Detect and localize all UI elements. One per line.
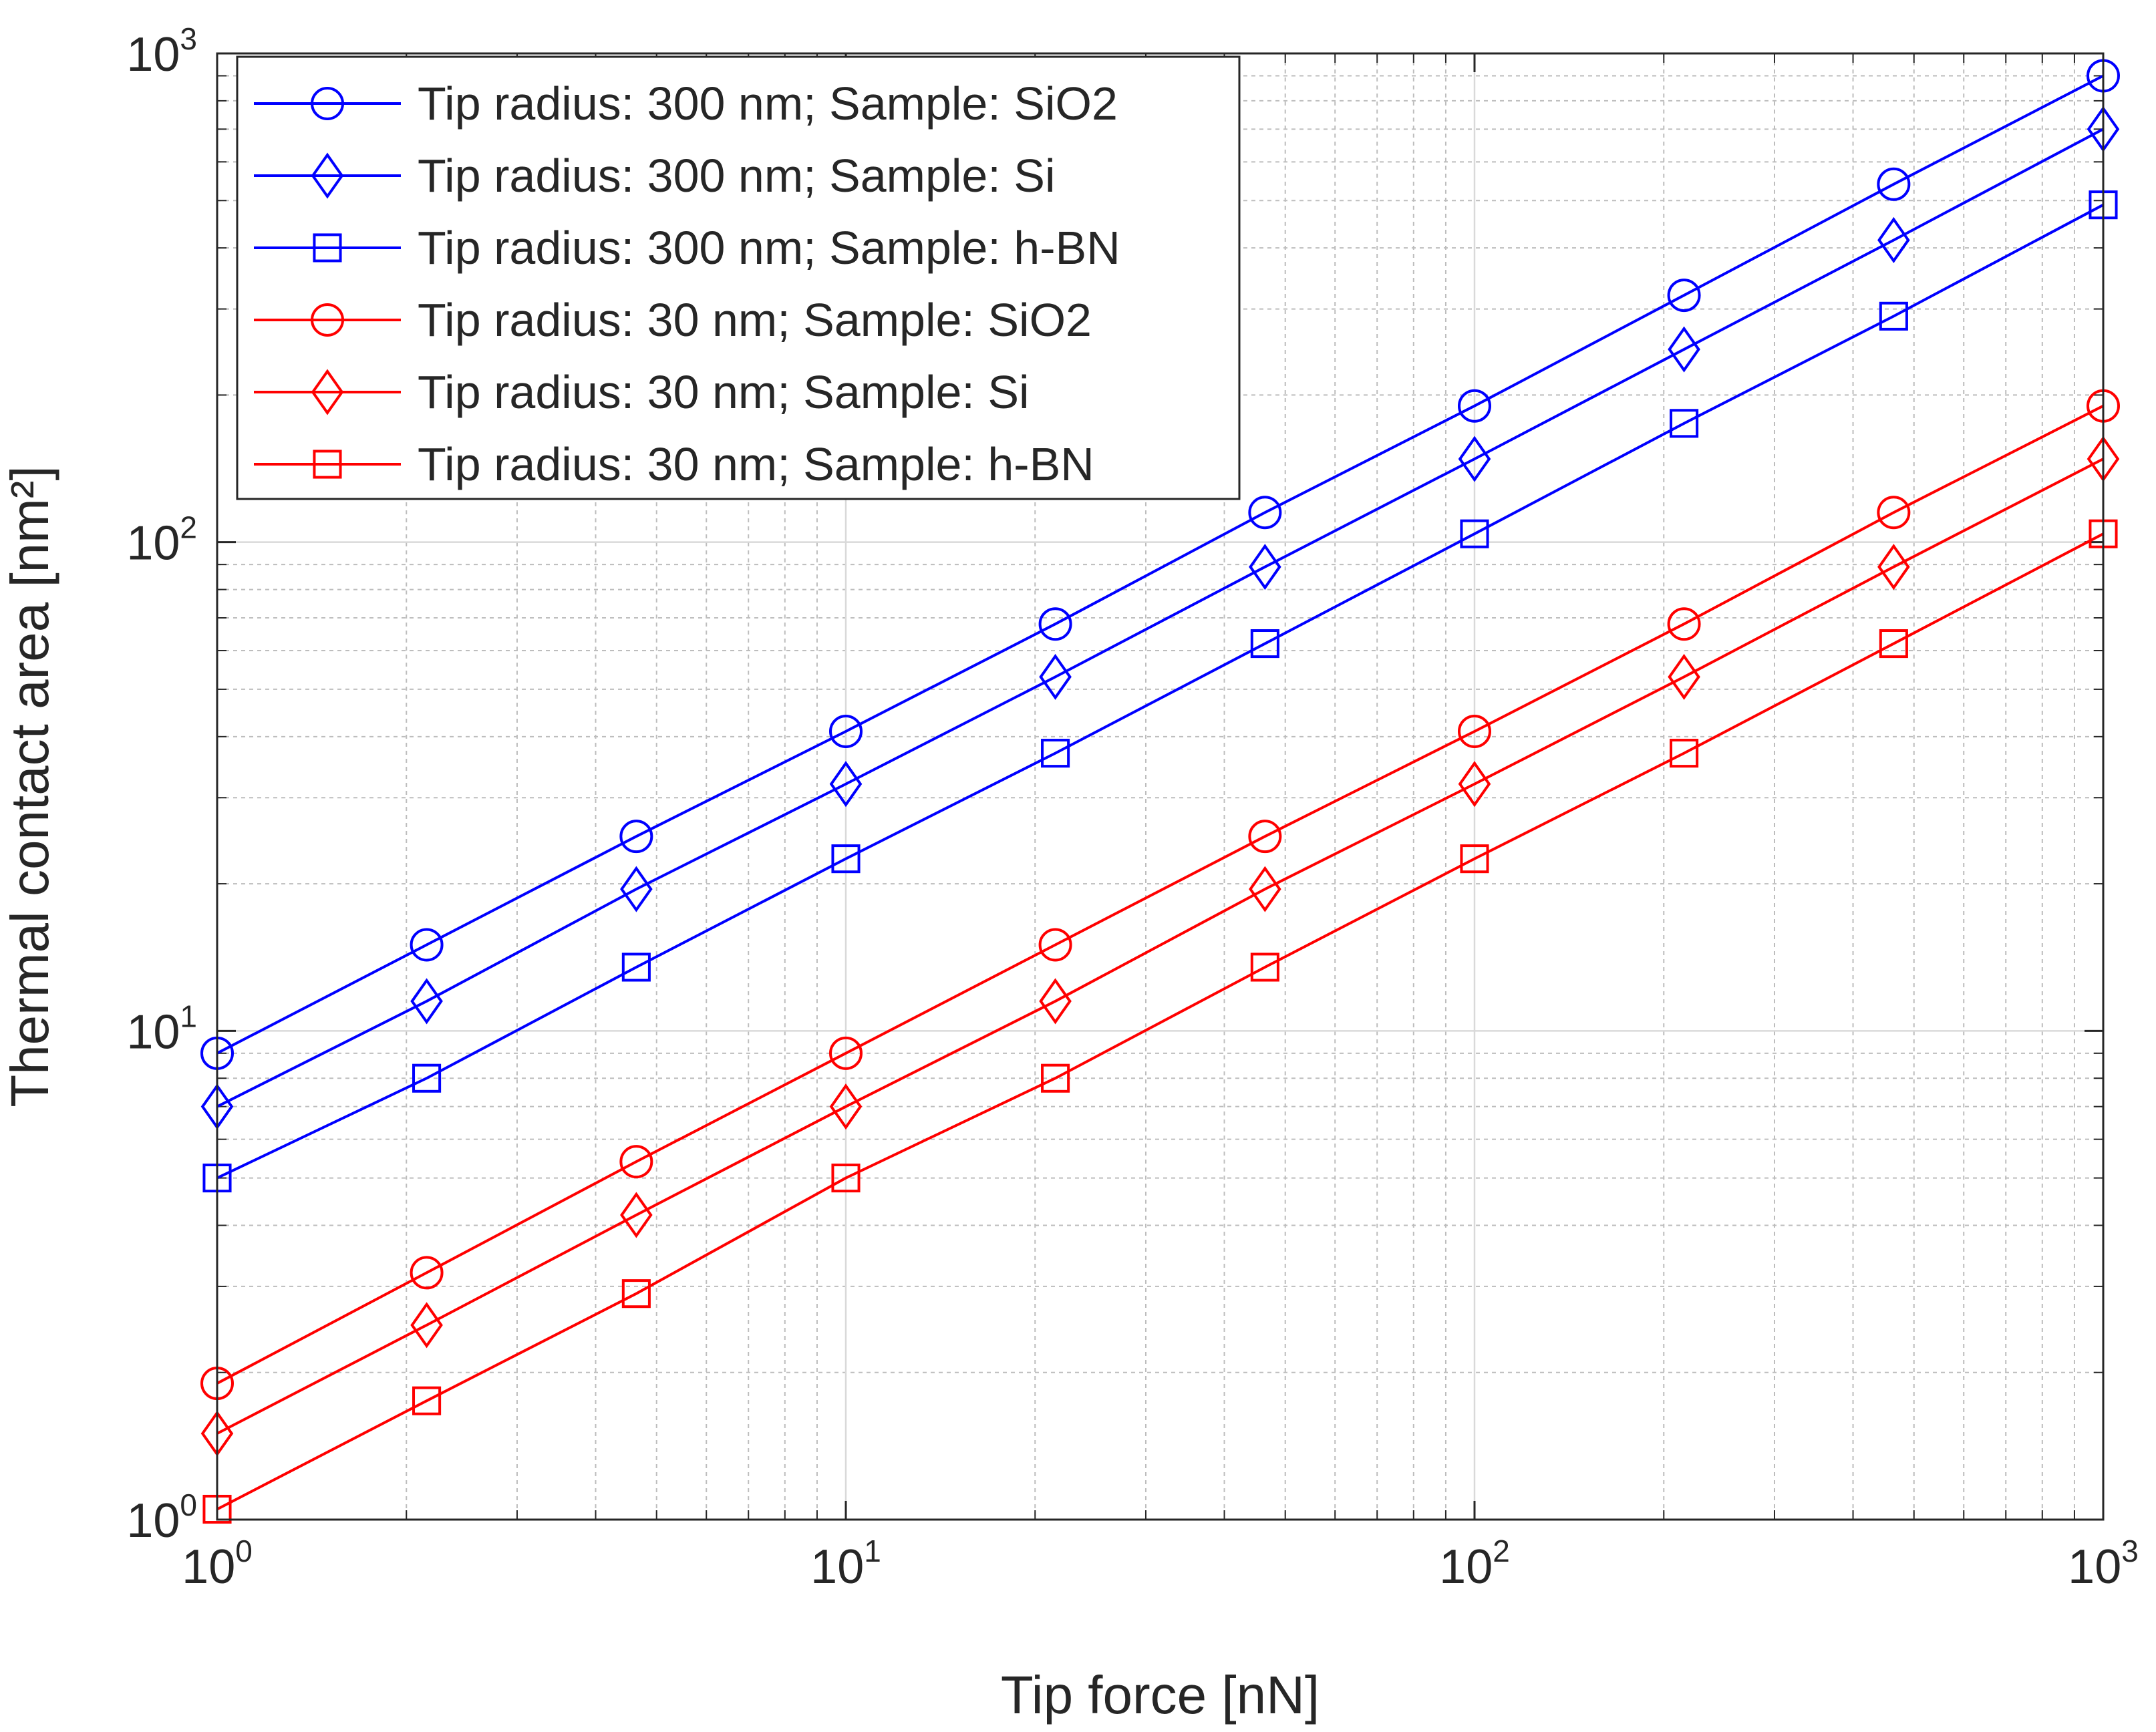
data-point: [1670, 739, 1699, 768]
data-point: [1879, 301, 1908, 331]
series-layer: [200, 59, 2120, 1524]
legend-marker: [311, 152, 344, 199]
data-point: [1041, 1063, 1070, 1093]
data-point: [831, 1164, 861, 1193]
data-point: [1039, 653, 1072, 700]
legend-label: Tip radius: 300 nm; Sample: h-BN: [418, 222, 1120, 274]
series-line: [216, 203, 2104, 1180]
y-axis-title: Thermal contact area [nm²]: [0, 466, 59, 1107]
data-point: [1250, 952, 1279, 982]
data-point: [412, 1063, 442, 1093]
legend-label: Tip radius: 30 nm; Sample: Si: [418, 366, 1030, 418]
data-point: [621, 952, 651, 982]
data-point: [619, 1145, 653, 1179]
data-point: [621, 1279, 651, 1309]
x-axis-title: Tip force [nN]: [1001, 1665, 1320, 1725]
data-point: [1879, 629, 1908, 659]
data-point: [1877, 216, 1910, 263]
legend-label: Tip radius: 300 nm; Sample: Si: [418, 150, 1056, 202]
series-4: [200, 389, 2120, 1401]
data-point: [1249, 544, 1281, 590]
legend-entry: Tip radius: 30 nm; Sample: h-BN: [254, 438, 1094, 490]
legend-marker: [311, 369, 344, 415]
data-point: [619, 820, 653, 854]
legend-label: Tip radius: 30 nm; Sample: SiO2: [418, 294, 1092, 346]
axis-ticks: [216, 52, 2105, 1521]
data-point: [1039, 978, 1072, 1025]
legend-entry: Tip radius: 300 nm; Sample: Si: [254, 150, 1056, 202]
legend-label: Tip radius: 300 nm; Sample: SiO2: [418, 77, 1118, 130]
series-2: [200, 106, 2120, 1130]
series-line: [216, 532, 2104, 1511]
data-point: [829, 1036, 863, 1070]
data-point: [1250, 629, 1279, 659]
legend: Tip radius: 300 nm; Sample: SiO2 Tip radi…: [236, 55, 1241, 500]
legend-entry: Tip radius: 300 nm; Sample: SiO2: [254, 77, 1118, 130]
y-tick-label: 102: [126, 510, 197, 570]
legend-entry: Tip radius: 30 nm; Sample: SiO2: [254, 294, 1092, 346]
y-tick-labels: 100 101 102 103: [126, 21, 197, 1548]
data-point: [1458, 761, 1491, 808]
data-point: [410, 1302, 443, 1349]
data-point: [1877, 544, 1910, 590]
data-point: [1460, 844, 1489, 874]
data-point: [1458, 714, 1491, 748]
x-tick-label: 101: [810, 1534, 881, 1594]
x-tick-label: 100: [182, 1534, 253, 1594]
legend-box: [236, 55, 1241, 500]
data-point: [831, 844, 861, 874]
series-line: [216, 74, 2104, 1055]
series-line: [216, 128, 2104, 1108]
legend-entry: Tip radius: 300 nm; Sample: h-BN: [254, 222, 1120, 274]
legend-marker: [313, 233, 342, 263]
series-5: [200, 436, 2120, 1457]
data-point: [1038, 928, 1072, 962]
x-tick-label: 102: [1439, 1534, 1510, 1594]
y-tick-label: 100: [126, 1488, 197, 1548]
data-point: [412, 1386, 442, 1415]
data-point: [1667, 279, 1701, 313]
y-tick-label: 103: [126, 21, 197, 81]
data-point: [1877, 167, 1911, 201]
data-point: [1668, 326, 1700, 373]
data-point: [1041, 739, 1070, 768]
data-point: [1667, 607, 1701, 641]
data-point: [1668, 653, 1700, 700]
data-point: [620, 866, 653, 912]
legend-marker: [311, 87, 344, 120]
series-1: [200, 59, 2120, 1070]
series-6: [202, 519, 2118, 1524]
data-point: [829, 761, 863, 808]
data-point: [1877, 496, 1911, 530]
data-point: [410, 928, 444, 962]
legend-entry: Tip radius: 30 nm; Sample: Si: [254, 366, 1030, 418]
data-point: [1248, 496, 1282, 530]
legend-label: Tip radius: 30 nm; Sample: h-BN: [418, 438, 1094, 490]
data-point: [1670, 409, 1699, 438]
data-point: [410, 1256, 444, 1290]
data-point: [1248, 820, 1282, 854]
data-point: [829, 1083, 863, 1130]
x-tick-labels: 100 101 102 103: [182, 1534, 2139, 1594]
data-point: [620, 1192, 653, 1238]
axes-box: [216, 52, 2105, 1521]
data-point: [1249, 866, 1281, 912]
data-point: [1038, 607, 1072, 641]
data-point: [1458, 389, 1491, 423]
legend-marker: [311, 303, 344, 337]
legend-marker: [313, 450, 342, 479]
data-point: [1460, 519, 1489, 548]
data-point: [829, 714, 863, 748]
series-line: [216, 404, 2104, 1385]
series-line: [216, 458, 2104, 1435]
data-point: [410, 978, 443, 1025]
x-tick-label: 103: [2068, 1534, 2139, 1594]
y-tick-label: 101: [126, 999, 197, 1059]
data-point: [1458, 436, 1491, 482]
